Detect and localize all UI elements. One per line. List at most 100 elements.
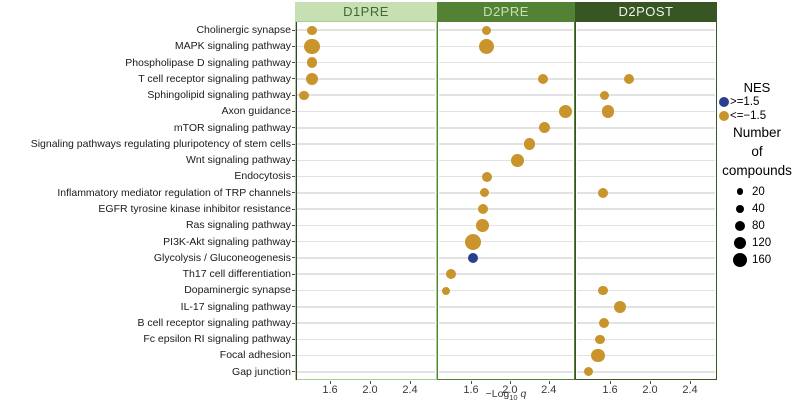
x-axis-title: −Log10 q: [485, 388, 527, 403]
gridline: [297, 175, 435, 178]
x-axis-tick: [548, 381, 550, 384]
pathway-label: IL-17 signaling pathway: [180, 300, 291, 313]
gridline: [577, 273, 715, 276]
gridline: [577, 192, 715, 194]
gridline: [297, 126, 435, 129]
data-point: [598, 285, 608, 296]
x-axis-tick: [509, 381, 511, 384]
legend-nes-item-label: <=−1.5: [730, 110, 767, 122]
legend-size-title: Number: [732, 125, 781, 140]
legend-size-item: 40: [714, 200, 800, 217]
x-axis-tick-label: 1.6: [463, 384, 479, 396]
x-axis-tick-label: 2.4: [402, 384, 418, 396]
gridline: [577, 371, 715, 373]
legend-size-dotbox: [732, 204, 748, 213]
gridline: [439, 322, 573, 324]
size-dot-icon: [736, 188, 744, 195]
gridline: [297, 78, 435, 80]
y-axis-line: [295, 22, 297, 380]
gridline: [297, 354, 435, 357]
y-axis-tick: [292, 241, 296, 243]
pathway-label: T cell receptor signaling pathway: [138, 72, 291, 85]
gridline: [297, 371, 435, 373]
gridline: [577, 240, 715, 243]
legend-size-item-label: 20: [752, 185, 765, 198]
size-dot-icon: [736, 204, 744, 213]
gridline: [297, 208, 435, 210]
y-axis-tick: [292, 257, 296, 259]
data-point: [598, 187, 608, 198]
gridline: [439, 175, 573, 178]
legend-size-item-label: 80: [752, 219, 765, 232]
y-axis-tick: [292, 143, 296, 145]
pathway-label: Axon guidance: [221, 105, 291, 118]
data-point: [511, 153, 525, 167]
y-axis-tick: [292, 371, 296, 373]
x-axis-tick-label: 2.4: [541, 384, 557, 396]
data-point: [558, 104, 572, 119]
data-point: [481, 171, 492, 182]
y-axis-tick: [292, 224, 296, 226]
data-point: [595, 334, 605, 344]
gridline: [297, 94, 435, 97]
y-axis-tick: [292, 192, 296, 194]
data-point: [306, 72, 318, 85]
legend-size-item: 160: [714, 251, 800, 268]
gridline: [439, 305, 573, 308]
gridline: [577, 126, 715, 129]
gridline: [439, 78, 573, 80]
x-axis-tick: [471, 381, 473, 384]
gridline: [439, 110, 573, 113]
pathway-label: MAPK signaling pathway: [174, 40, 291, 53]
gridline: [439, 224, 573, 227]
y-axis-tick: [292, 208, 296, 210]
y-axis-tick: [292, 127, 296, 129]
gridline: [439, 354, 573, 357]
legend-nes-item: >=1.5: [714, 95, 800, 109]
gridline: [439, 192, 573, 194]
y-axis-tick: [292, 176, 296, 178]
gridline: [577, 305, 715, 308]
gridline: [297, 224, 435, 227]
y-axis-tick: [292, 338, 296, 340]
gridline: [577, 143, 715, 145]
gridline: [297, 322, 435, 324]
gridline: [577, 224, 715, 227]
panel-header-d2post: D2POST: [575, 2, 717, 21]
pathway-label: Focal adhesion: [219, 349, 291, 362]
size-dot-icon: [734, 236, 746, 249]
gridline: [577, 208, 715, 210]
data-point: [304, 38, 320, 55]
gridline: [439, 338, 573, 341]
gridline: [439, 29, 573, 31]
gridline: [577, 61, 715, 64]
y-axis-tick: [292, 29, 296, 31]
legend-size-item: 120: [714, 234, 800, 251]
pathway-label: mTOR signaling pathway: [173, 121, 291, 134]
y-axis-tick: [292, 273, 296, 275]
legend-size-item: 80: [714, 217, 800, 234]
data-point: [477, 204, 488, 215]
data-point: [480, 188, 490, 198]
gridline: [439, 289, 573, 292]
panel-plot-area-d1pre: [295, 21, 437, 380]
x-axis-tick: [370, 381, 371, 384]
pathway-label: Ras signaling pathway: [185, 219, 291, 232]
gridline: [577, 289, 715, 292]
gridline: [577, 175, 715, 178]
data-point: [591, 348, 605, 363]
gridline: [297, 305, 435, 308]
data-point: [467, 252, 478, 263]
data-point: [445, 269, 456, 280]
x-axis-tick: [690, 381, 691, 384]
panel-header-d1pre: D1PRE: [295, 2, 437, 21]
x-axis-tick: [410, 381, 411, 384]
x-axis-tick-label: 2.0: [642, 384, 658, 396]
legend-size-item-label: 120: [752, 236, 772, 249]
gridline: [577, 338, 715, 341]
y-axis-tick: [292, 62, 296, 64]
x-axis-tick-label: 1.6: [322, 384, 338, 396]
gridline: [297, 29, 435, 31]
x-axis-tick: [610, 381, 611, 384]
y-axis-tick: [292, 355, 296, 357]
